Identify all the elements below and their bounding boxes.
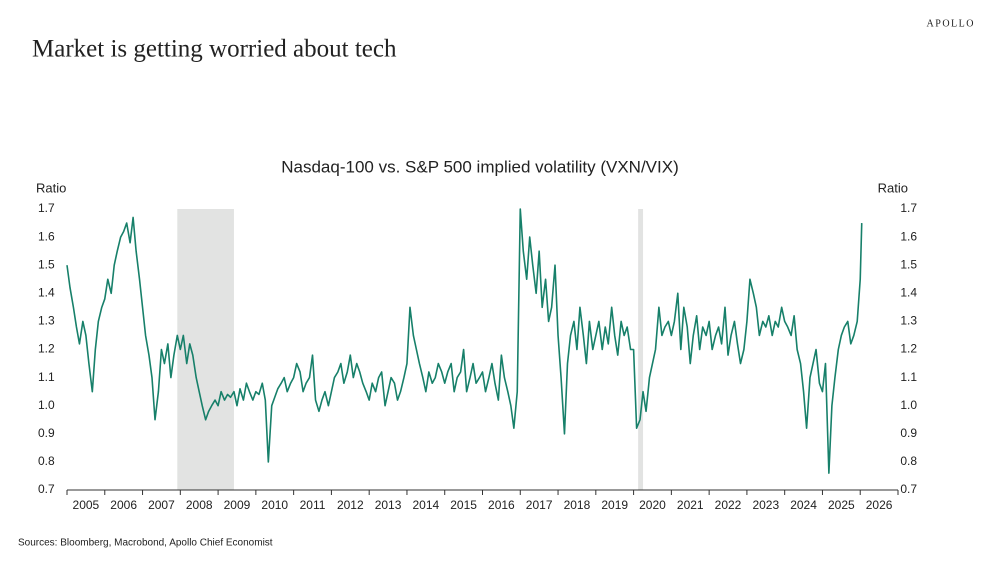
headline: Market is getting worried about tech — [32, 36, 397, 63]
x-tick-label: 2024 — [790, 498, 817, 512]
y-tick-label: 0.8 — [38, 454, 55, 468]
y-tick-label: 1.6 — [38, 229, 55, 243]
y-tick-label: 1.4 — [38, 285, 55, 299]
x-tick-label: 2021 — [677, 498, 704, 512]
y-axis-label: Ratio — [36, 180, 66, 195]
x-tick-label: 2009 — [224, 498, 251, 512]
x-tick-label: 2011 — [300, 498, 326, 512]
x-tick-label: 2023 — [752, 498, 779, 512]
data-line — [66, 208, 863, 474]
x-tick-label: 2017 — [526, 498, 553, 512]
x-tick-label: 2018 — [564, 498, 591, 512]
x-tick-label: 2008 — [186, 498, 213, 512]
y2-tick-label: 0.8 — [900, 454, 917, 468]
x-tick-label: 2007 — [148, 498, 175, 512]
x-tick-label: 2014 — [412, 498, 439, 512]
y2-tick-label: 1.4 — [900, 285, 917, 299]
y2-tick-label: 1.2 — [900, 342, 917, 356]
y-tick-label: 0.7 — [38, 482, 55, 496]
y-tick-label: 1.1 — [38, 370, 55, 384]
y2-tick-label: 1.1 — [900, 370, 917, 384]
y2-tick-label: 1.0 — [900, 398, 917, 412]
x-tick-label: 2016 — [488, 498, 515, 512]
x-tick-label: 2026 — [866, 498, 893, 512]
y2-tick-label: 0.7 — [900, 482, 917, 496]
x-tick-label: 2013 — [375, 498, 402, 512]
shaded-period — [177, 209, 234, 490]
y-tick-label: 1.2 — [38, 342, 55, 356]
y2-axis-label: Ratio — [878, 180, 908, 195]
y-tick-label: 1.3 — [38, 314, 55, 328]
y-tick-label: 0.9 — [38, 426, 55, 440]
y2-tick-label: 1.7 — [900, 201, 917, 215]
y2-tick-label: 1.5 — [900, 257, 917, 271]
x-tick-label: 2006 — [110, 498, 137, 512]
x-tick-label: 2020 — [639, 498, 666, 512]
x-tick-label: 2019 — [601, 498, 628, 512]
x-tick-label: 2005 — [73, 498, 100, 512]
y-tick-label: 1.7 — [38, 201, 55, 215]
brand: APOLLO — [927, 18, 975, 29]
y2-tick-label: 1.3 — [900, 314, 917, 328]
x-tick-label: 2015 — [450, 498, 477, 512]
x-tick-label: 2022 — [715, 498, 742, 512]
y2-tick-label: 0.9 — [900, 426, 917, 440]
y2-tick-label: 1.6 — [900, 229, 917, 243]
x-tick-label: 2025 — [828, 498, 855, 512]
x-tick-label: 2012 — [337, 498, 364, 512]
y-tick-label: 1.5 — [38, 257, 55, 271]
y-tick-label: 1.0 — [38, 398, 55, 412]
shaded-period — [638, 209, 644, 490]
x-tick-label: 2010 — [261, 498, 288, 512]
chart-title: Nasdaq-100 vs. S&P 500 implied volatilit… — [281, 157, 678, 176]
source: Sources: Bloomberg, Macrobond, Apollo Ch… — [18, 538, 273, 549]
